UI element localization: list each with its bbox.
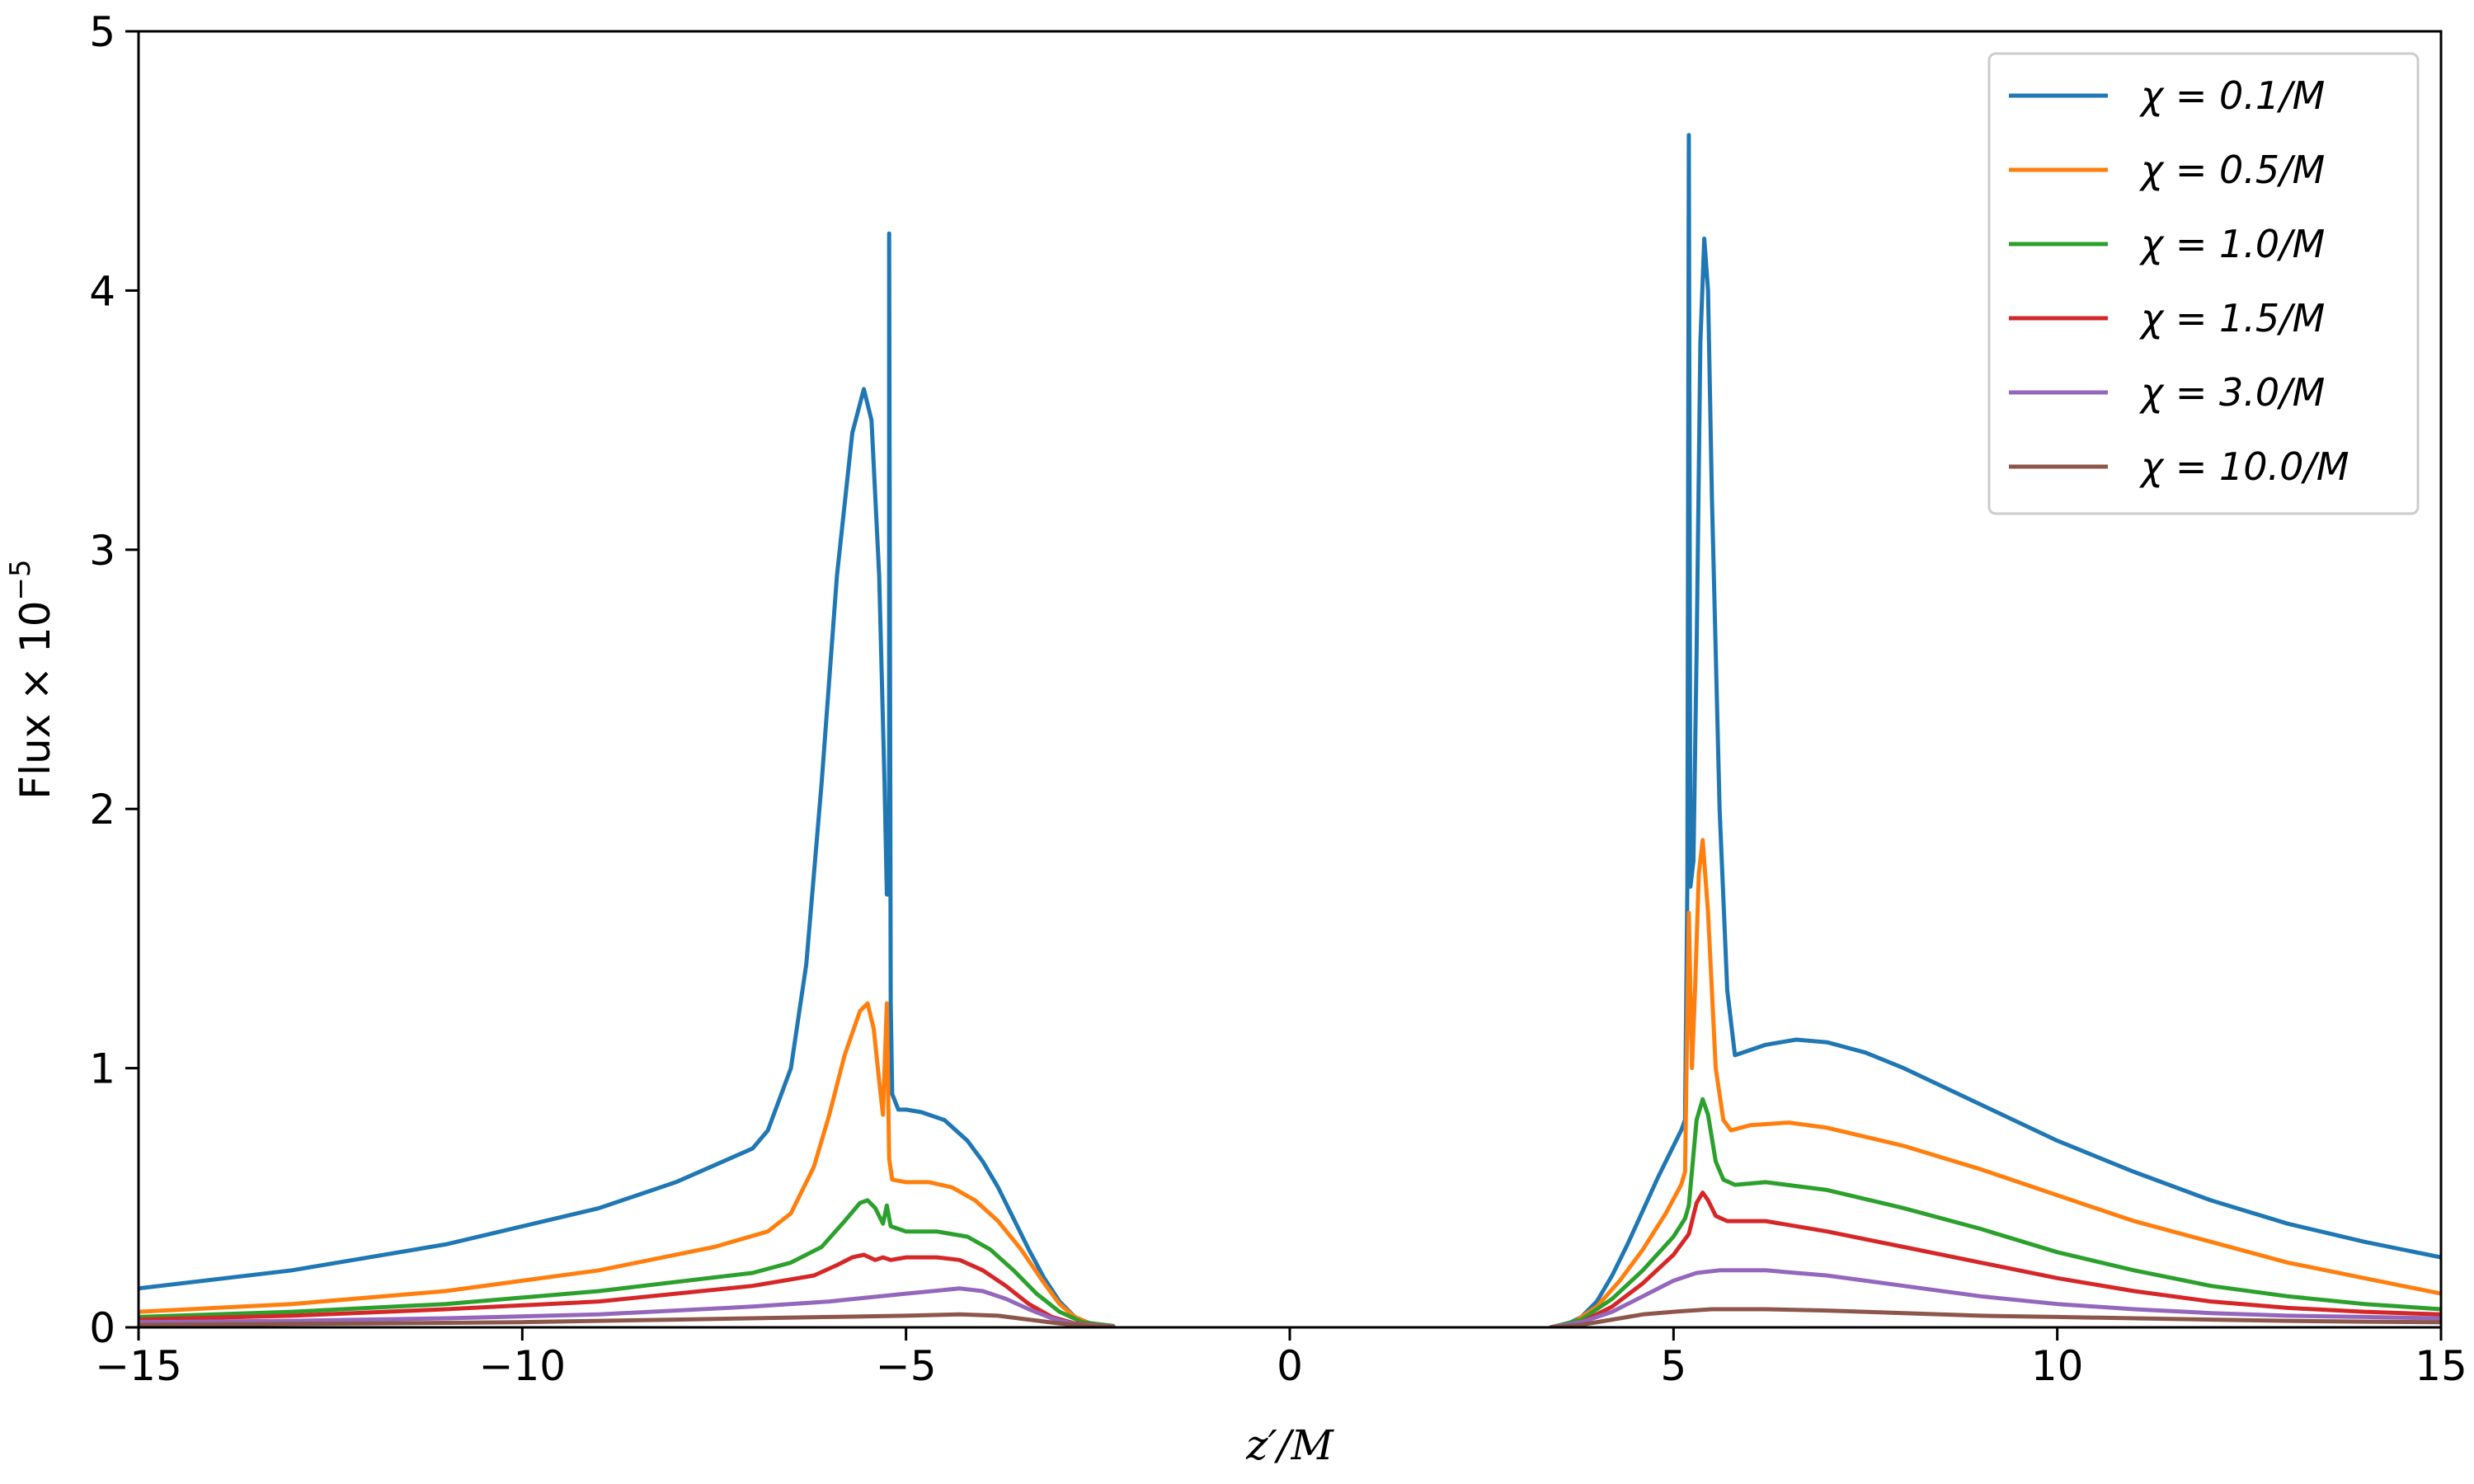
x-tick-label: 10 <box>2031 1342 2084 1390</box>
legend-entry: χ = 10.0/M <box>2138 444 2349 489</box>
legend-entry: χ = 0.5/M <box>2138 148 2325 192</box>
x-tick-label: 15 <box>2415 1342 2467 1390</box>
series-line-3-segment-0 <box>139 1252 1116 1327</box>
legend: χ = 0.1/M χ = 0.5/M χ = 1.0/M χ = 1.5/M χ = … <box>1987 52 2420 515</box>
series-line-5-segment-1 <box>1548 1307 2441 1327</box>
y-axis-label-exponent: −5 <box>4 559 37 600</box>
series-line-1-segment-1 <box>1548 838 2441 1327</box>
y-axis-label-main: Flux × 10 <box>12 600 59 799</box>
y-tick-label: 5 <box>89 8 115 56</box>
series-line-5-segment-0 <box>139 1312 1116 1327</box>
legend-entry: χ = 0.1/M <box>2138 73 2325 118</box>
x-axis: −15 −10 −5 0 5 10 15 <box>95 1327 2467 1390</box>
series-line-0-segment-0 <box>139 231 1116 1327</box>
y-tick-label: 1 <box>89 1045 115 1093</box>
series-line-2-segment-1 <box>1548 1097 2441 1327</box>
series-line-2-segment-0 <box>139 1198 1116 1327</box>
legend-entry: χ = 1.0/M <box>2138 222 2325 266</box>
x-tick-label: 0 <box>1277 1342 1303 1390</box>
series-line-4-segment-0 <box>139 1286 1116 1327</box>
x-tick-label: 5 <box>1660 1342 1686 1390</box>
legend-entry: χ = 3.0/M <box>2138 370 2325 415</box>
y-tick-label: 4 <box>89 267 115 315</box>
x-tick-label: −15 <box>95 1342 182 1390</box>
y-axis: 0 1 2 3 4 5 <box>89 8 139 1352</box>
x-tick-label: −10 <box>479 1342 567 1390</box>
series-layer <box>139 133 2441 1327</box>
x-axis-label: z′/M <box>1245 1421 1335 1469</box>
series-line-4-segment-1 <box>1548 1268 2441 1327</box>
legend-entry: χ = 1.5/M <box>2138 296 2325 340</box>
y-tick-label: 3 <box>89 527 115 575</box>
y-tick-label: 2 <box>89 786 115 834</box>
y-tick-label: 0 <box>89 1304 115 1352</box>
series-line-3-segment-1 <box>1548 1190 2441 1327</box>
x-tick-label: −5 <box>876 1342 937 1390</box>
series-line-1-segment-0 <box>139 1001 1116 1327</box>
y-axis-label: Flux × 10−5 <box>4 559 59 799</box>
series-line-0-segment-1 <box>1548 133 2441 1327</box>
